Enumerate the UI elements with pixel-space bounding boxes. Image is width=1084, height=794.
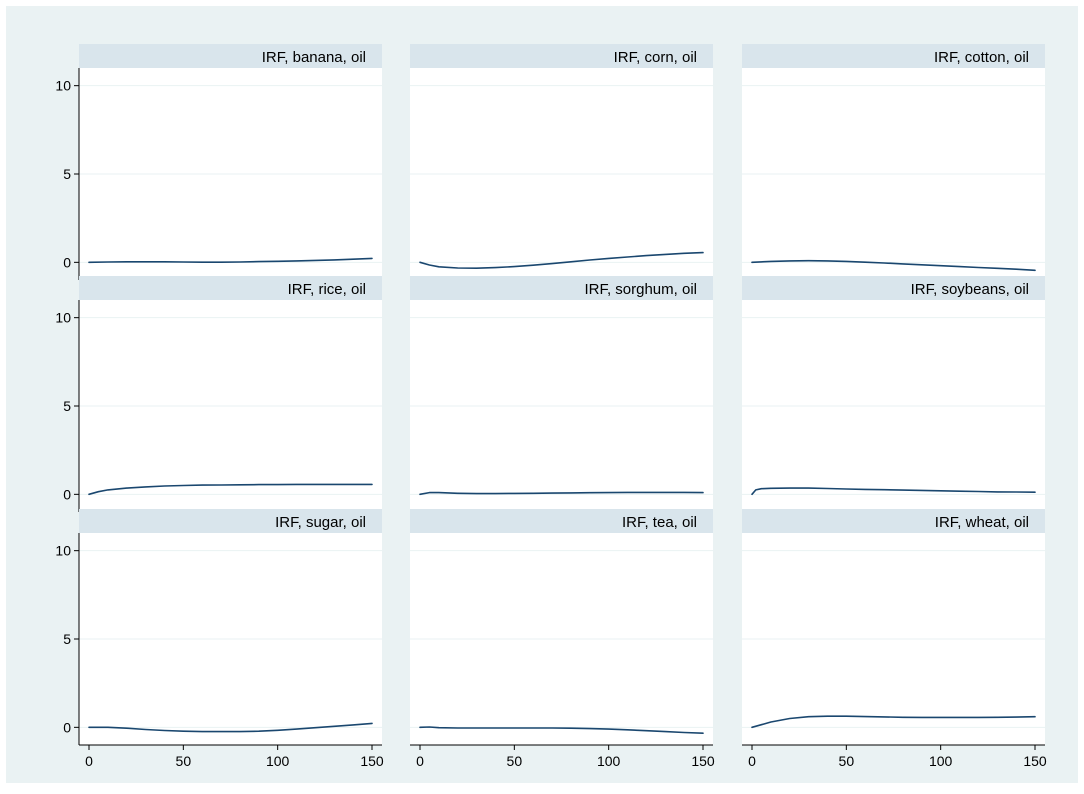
panel-title: IRF, banana, oil [262, 49, 366, 66]
y-tick-label: 5 [63, 631, 71, 647]
panel-title: IRF, soybeans, oil [911, 281, 1029, 298]
panel-strip [410, 44, 713, 68]
x-tick-label: 0 [748, 753, 756, 769]
irf-panel-9: IRF, wheat, oil 0 50 100 150 [742, 509, 1047, 769]
x-tick-label: 0 [85, 753, 93, 769]
irf-line [88, 257, 373, 264]
y-tick-label: 5 [63, 398, 71, 414]
panel-strip [410, 276, 713, 300]
x-tick-label: 150 [1023, 753, 1047, 769]
irf-line [88, 722, 373, 733]
panel-title: IRF, rice, oil [288, 281, 366, 298]
irf-line [419, 251, 704, 270]
irf-panel-4: IRF, rice, oil 0 5 10 [55, 276, 382, 512]
irf-panel-1: IRF, banana, oil 0 5 10 [55, 44, 382, 280]
panel-strip [742, 44, 1045, 68]
x-tick-label: 0 [416, 753, 424, 769]
y-tick-label: 5 [63, 166, 71, 182]
irf-panel-5: IRF, sorghum, oil [410, 276, 713, 512]
panel-title: IRF, tea, oil [622, 514, 697, 531]
irf-panel-3: IRF, cotton, oil [742, 44, 1045, 280]
x-tick-label: 50 [507, 753, 523, 769]
irf-line [751, 487, 1036, 496]
irf-line [751, 715, 1036, 729]
panel-strip [79, 509, 382, 533]
irf-line [419, 726, 704, 735]
irf-line [751, 259, 1036, 272]
panel-title: IRF, sugar, oil [275, 514, 366, 531]
panel-strip [410, 509, 713, 533]
y-tick-label: 0 [63, 719, 71, 735]
panel-strip [742, 276, 1045, 300]
x-tick-label: 150 [691, 753, 715, 769]
irf-panel-6: IRF, soybeans, oil [742, 276, 1045, 512]
y-tick-label: 10 [55, 78, 71, 94]
y-tick-label: 0 [63, 254, 71, 270]
x-tick-label: 100 [266, 753, 290, 769]
irf-panel-8: IRF, tea, oil 0 50 100 150 [410, 509, 715, 769]
y-tick-label: 0 [63, 486, 71, 502]
panel-strip [742, 509, 1045, 533]
x-tick-label: 100 [597, 753, 621, 769]
panel-title: IRF, cotton, oil [934, 49, 1029, 66]
irf-line [88, 483, 373, 496]
panel-title: IRF, sorghum, oil [584, 281, 697, 298]
x-tick-label: 50 [839, 753, 855, 769]
y-tick-label: 10 [55, 543, 71, 559]
irf-line [419, 491, 704, 496]
panel-strip [79, 44, 382, 68]
irf-panel-2: IRF, corn, oil [410, 44, 713, 280]
panel-title: IRF, corn, oil [614, 49, 697, 66]
panel-title: IRF, wheat, oil [935, 514, 1029, 531]
x-tick-label: 150 [360, 753, 384, 769]
x-tick-label: 50 [176, 753, 192, 769]
panel-strip [79, 276, 382, 300]
y-tick-label: 10 [55, 310, 71, 326]
x-tick-label: 100 [929, 753, 953, 769]
